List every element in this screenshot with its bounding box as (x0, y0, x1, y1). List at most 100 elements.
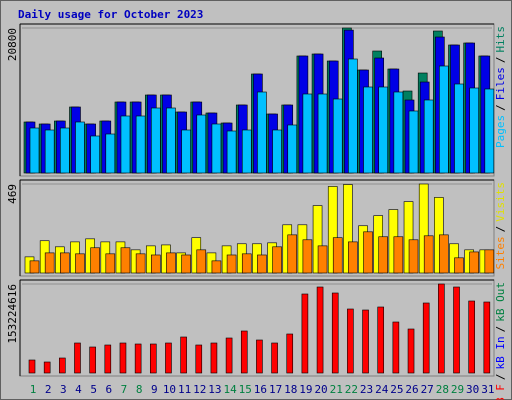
bar (469, 87, 479, 174)
x-tick-label: 29 (451, 383, 464, 396)
bar (240, 330, 248, 374)
legend-entry: kB In (494, 336, 507, 369)
y-tick-label: 469 (6, 184, 19, 204)
bar (468, 300, 475, 374)
bar (104, 344, 112, 374)
legend-separator: / (494, 104, 507, 111)
legend-separator: / (494, 326, 507, 333)
bar (362, 309, 369, 374)
x-tick-label: 16 (254, 383, 267, 396)
bar (392, 321, 400, 374)
bar (226, 130, 237, 174)
bar (165, 342, 172, 374)
bar (343, 184, 353, 274)
x-tick-label: 19 (299, 383, 312, 396)
bar (74, 342, 81, 374)
bar (312, 205, 323, 274)
legend-entry: kB F (494, 384, 507, 400)
legend-separator: / (494, 374, 507, 381)
bar (302, 93, 313, 174)
bar (287, 234, 298, 274)
chart-title: Daily usage for October 2023 (18, 8, 203, 21)
bar (75, 253, 85, 274)
bar (105, 133, 116, 174)
bar (196, 114, 207, 174)
legend: Pages / Files / Hits (494, 26, 507, 148)
bar (29, 127, 40, 174)
x-tick-label: 6 (105, 383, 112, 396)
x-tick-label: 11 (178, 383, 191, 396)
bar (439, 65, 449, 174)
x-tick-label: 18 (284, 383, 297, 396)
x-tick-label: 21 (330, 383, 343, 396)
bar (241, 129, 252, 174)
bar (317, 245, 328, 274)
x-tick-label: 15 (239, 383, 252, 396)
bar (149, 343, 157, 374)
bar (119, 342, 127, 374)
bar (407, 328, 415, 374)
bar (439, 234, 449, 274)
bar (43, 361, 51, 374)
bar (181, 254, 191, 274)
bar (331, 292, 339, 374)
bar (316, 286, 324, 374)
bar (166, 107, 176, 174)
bar (377, 306, 385, 374)
bar (327, 186, 338, 274)
bar (378, 86, 389, 174)
bar (301, 293, 309, 374)
bar (272, 246, 282, 274)
x-tick-label: 2 (45, 383, 52, 396)
x-tick-label: 9 (151, 383, 158, 396)
x-tick-label: 27 (421, 383, 434, 396)
bar (469, 251, 479, 274)
legend-entry: Sites (494, 236, 507, 269)
x-tick-label: 3 (60, 383, 67, 396)
bar (89, 346, 96, 374)
bar (302, 239, 313, 274)
x-tick-label: 23 (360, 383, 373, 396)
x-tick-label: 22 (345, 383, 358, 396)
bar (241, 253, 252, 274)
bar (75, 121, 85, 174)
x-tick-label: 7 (121, 383, 128, 396)
bar (348, 241, 358, 274)
bar (180, 336, 187, 374)
x-tick-label: 5 (90, 383, 97, 396)
bar (408, 110, 419, 174)
x-tick-label: 14 (223, 383, 237, 396)
bar (408, 239, 419, 274)
x-tick-label: 24 (375, 383, 389, 396)
bar (271, 342, 278, 374)
bar (105, 253, 116, 274)
bar (484, 249, 495, 274)
y-tick-label: 153224616 (6, 284, 19, 344)
bar (256, 339, 263, 374)
bar (135, 253, 146, 274)
bar (453, 286, 460, 374)
bar (211, 260, 222, 274)
bar (28, 359, 36, 374)
x-tick-label: 17 (269, 383, 282, 396)
bar (347, 308, 354, 374)
x-tick-label: 13 (208, 383, 221, 396)
x-tick-label: 28 (436, 383, 449, 396)
bar (287, 124, 298, 174)
bar (60, 252, 70, 274)
bar (225, 337, 233, 374)
bar (403, 201, 414, 274)
bar (60, 127, 70, 174)
x-tick-label: 8 (136, 383, 143, 396)
bar (135, 115, 146, 174)
x-tick-label: 4 (75, 383, 82, 396)
bar (423, 235, 434, 274)
legend-entry: Hits (494, 26, 507, 53)
bar (484, 88, 495, 174)
bar (348, 58, 358, 174)
bar (483, 301, 491, 374)
legend-entry: Visits (494, 182, 507, 222)
x-tick-label: 25 (390, 383, 403, 396)
legend: Sites / Visits (494, 182, 507, 270)
bar (211, 123, 222, 174)
